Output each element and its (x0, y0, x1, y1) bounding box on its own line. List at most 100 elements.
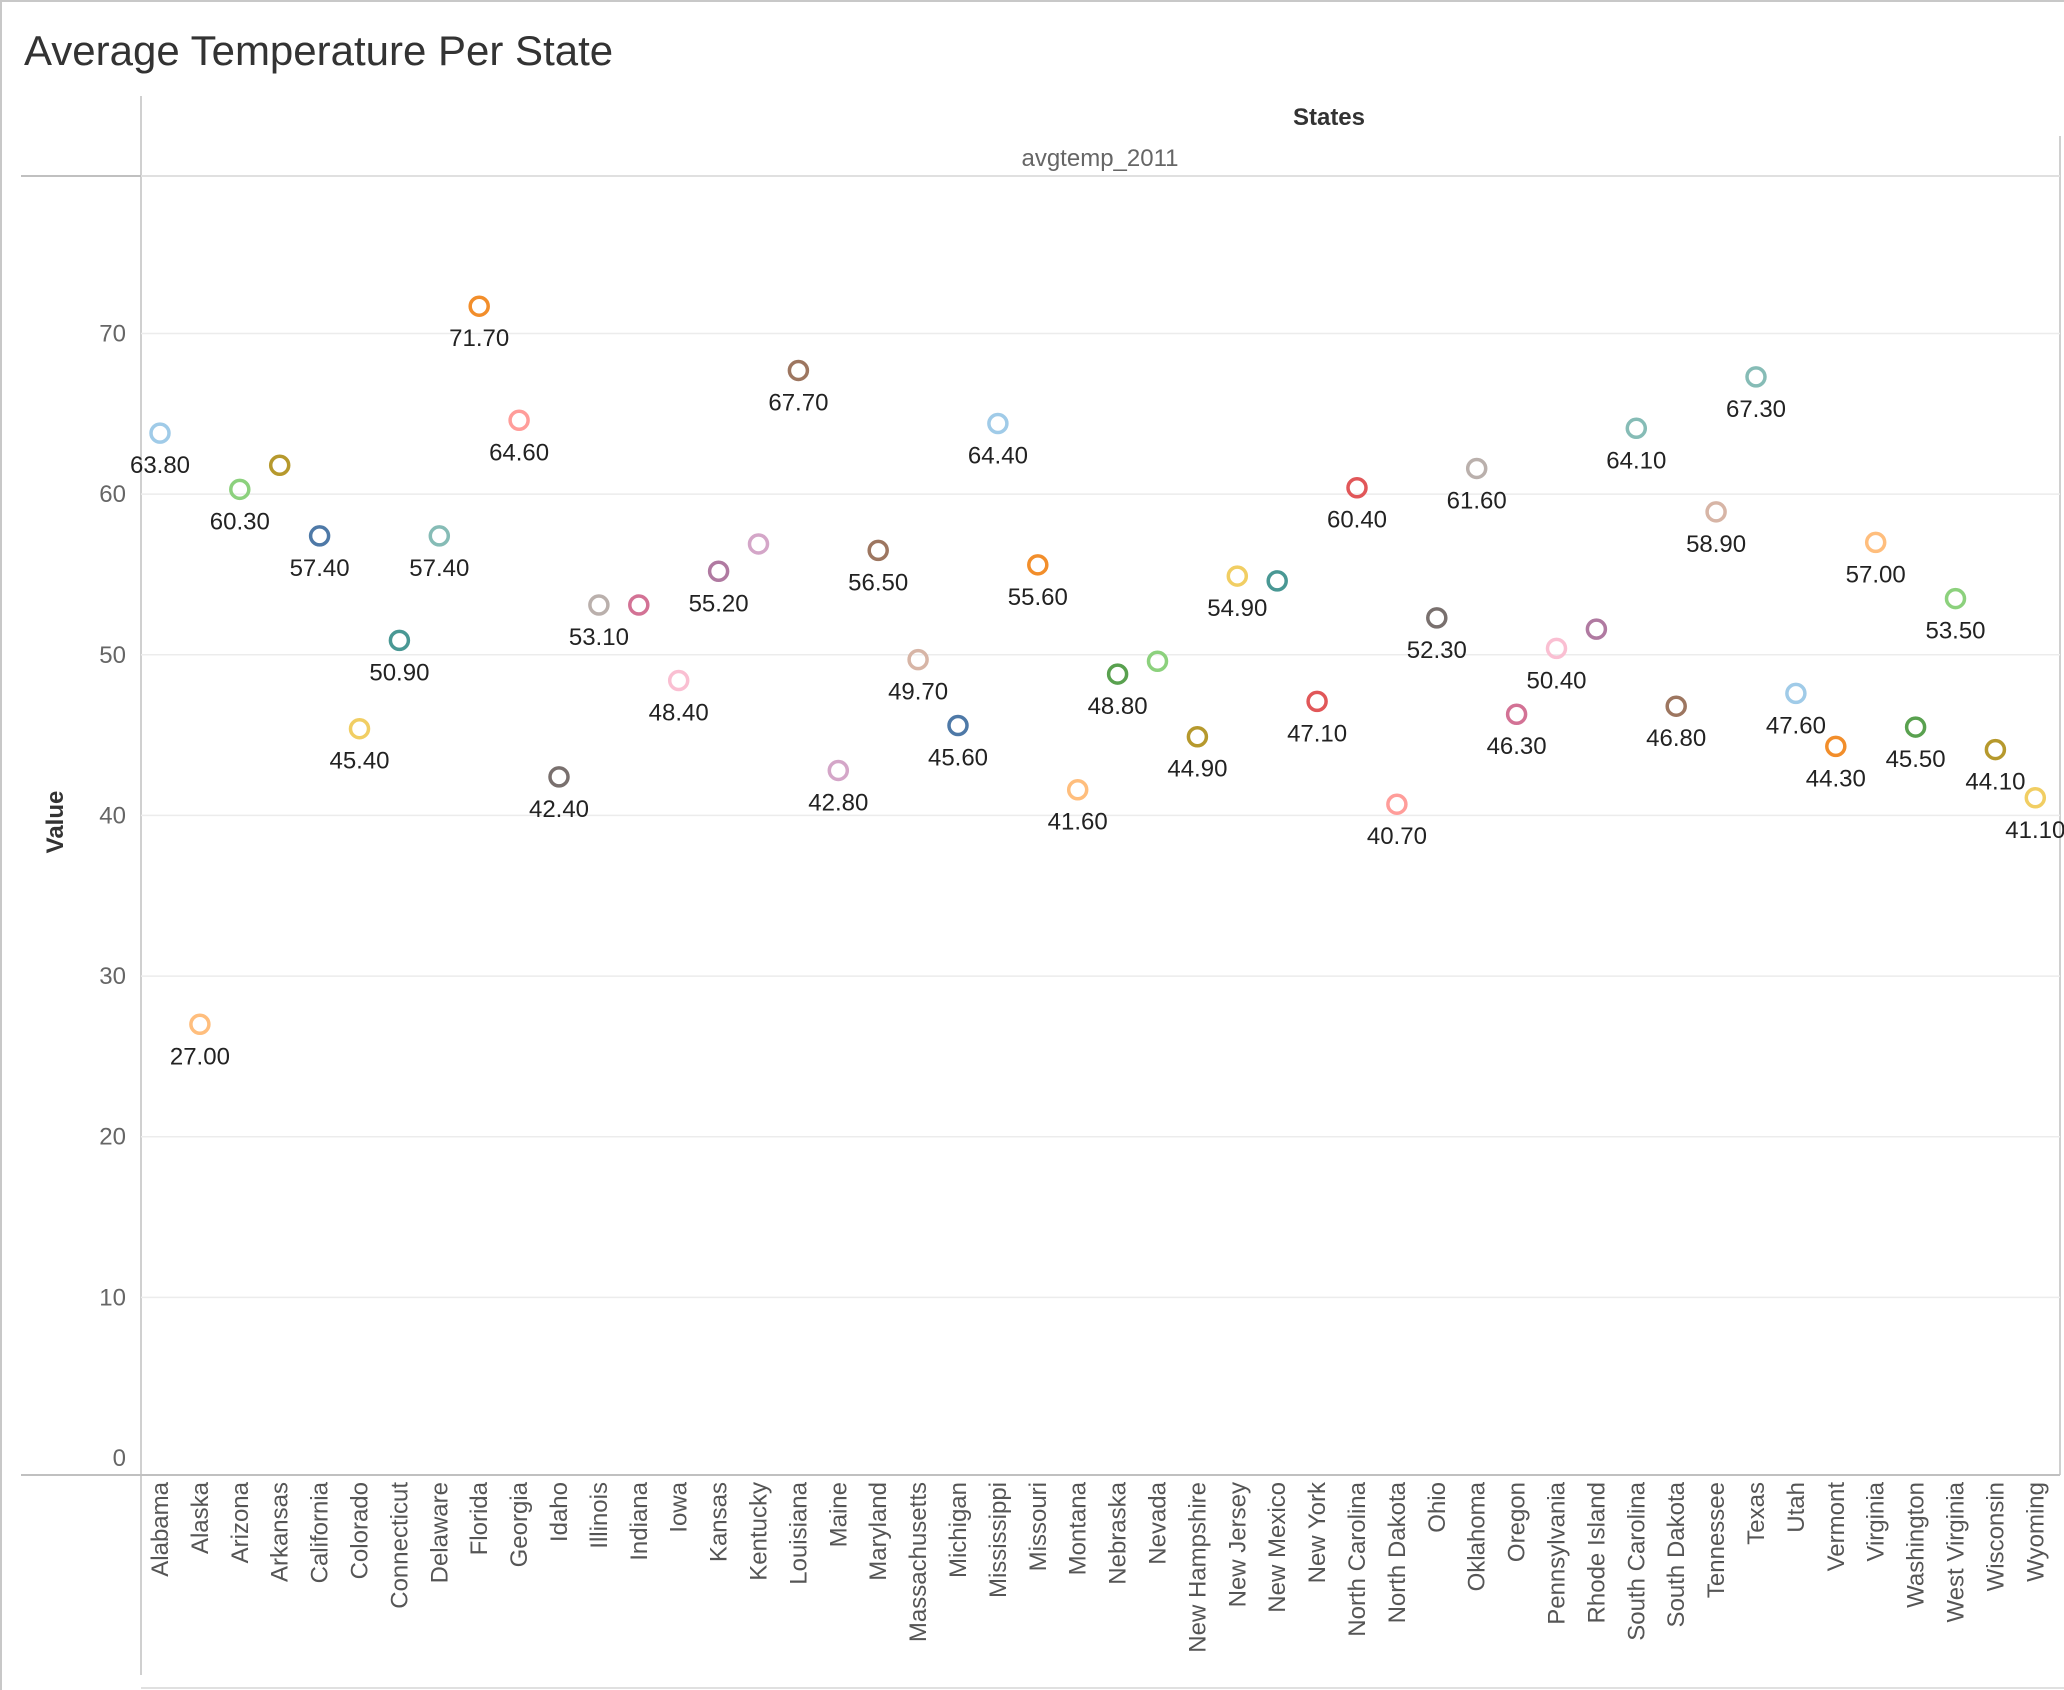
x-tick-label: Iowa (666, 1481, 693, 1532)
x-tick-label: Wisconsin (1982, 1482, 2009, 1591)
data-label: 57.00 (1846, 561, 1906, 588)
data-label: 46.80 (1646, 725, 1706, 752)
x-tick-label: North Carolina (1344, 1481, 1371, 1636)
data-point (348, 717, 371, 740)
data-label: 55.20 (689, 590, 749, 617)
data-label: 41.60 (1048, 809, 1108, 836)
x-tick-label: Washington (1903, 1482, 1930, 1608)
x-tick-label: Texas (1743, 1482, 1770, 1545)
chart-title: Average Temperature Per State (24, 27, 613, 74)
data-labels: 63.80 27.00 60.30 57.40 45.40 50.90 57.40 71.70… (130, 325, 2064, 1070)
data-point (428, 525, 451, 547)
data-point (787, 359, 810, 382)
data-point (1186, 725, 1209, 748)
x-tick-label: Massachusetts (905, 1482, 932, 1642)
data-point (1545, 637, 1568, 660)
y-tick-label: 70 (99, 321, 126, 348)
data-point (1066, 778, 1089, 801)
data-label: 64.40 (968, 442, 1028, 469)
x-tick-label: Utah (1783, 1482, 1810, 1533)
data-point (1306, 690, 1328, 713)
data-label: 47.60 (1766, 712, 1826, 739)
x-tick-label: Colorado (347, 1482, 374, 1579)
data-point (508, 409, 530, 432)
data-label: 60.30 (210, 508, 270, 535)
data-label: 63.80 (130, 452, 190, 479)
data-point (1665, 695, 1687, 717)
data-point (388, 629, 411, 652)
y-tick-label: 20 (99, 1124, 126, 1151)
data-label: 44.30 (1806, 765, 1866, 792)
x-tick-label: Rhode Island (1583, 1482, 1610, 1623)
x-tick-label: Mississippi (985, 1482, 1012, 1598)
y-tick-label: 40 (99, 802, 126, 829)
data-label: 64.60 (489, 439, 549, 466)
data-point (947, 714, 969, 737)
x-tick-label: Maryland (865, 1482, 892, 1581)
data-label: 48.80 (1088, 693, 1148, 720)
data-point (1266, 570, 1288, 592)
x-tick-label: Maine (825, 1482, 852, 1547)
data-point (827, 759, 850, 782)
x-tick-label: Arkansas (267, 1482, 294, 1582)
x-tick-label: Michigan (945, 1482, 972, 1578)
gridlines (141, 332, 2060, 1299)
x-tick-label: New Mexico (1264, 1482, 1291, 1613)
data-label: 44.90 (1167, 756, 1227, 783)
data-label: 49.70 (888, 679, 948, 706)
x-tick-label: Kentucky (746, 1482, 773, 1581)
data-label: 46.30 (1487, 733, 1547, 760)
data-label: 42.80 (808, 789, 868, 816)
x-tick-label: Wyoming (2022, 1482, 2049, 1582)
x-tick-label: Georgia (506, 1481, 533, 1567)
data-label: 71.70 (449, 325, 509, 352)
data-point (189, 1013, 211, 1036)
x-tick-label: New York (1304, 1481, 1331, 1583)
data-label: 42.40 (529, 796, 589, 823)
x-tick-label: Arizona (227, 1481, 254, 1563)
x-tick-label: California (307, 1481, 334, 1583)
data-point (1386, 793, 1408, 815)
data-label: 50.40 (1526, 667, 1586, 694)
x-tick-label: Virginia (1863, 1481, 1890, 1561)
x-tick-label: Kansas (706, 1482, 733, 1562)
data-label: 57.40 (409, 555, 469, 582)
data-point (308, 525, 331, 547)
y-tick-label: 10 (99, 1284, 126, 1311)
data-label: 54.90 (1207, 595, 1267, 622)
data-point (1785, 682, 1807, 705)
x-tick-label: Vermont (1823, 1482, 1850, 1572)
data-point (1585, 618, 1608, 640)
data-point (1705, 501, 1727, 523)
x-tick-label: Connecticut (386, 1482, 413, 1609)
data-point (149, 422, 171, 444)
data-label: 48.40 (649, 699, 709, 726)
data-point (1904, 716, 1927, 738)
data-label: 67.70 (768, 389, 828, 416)
data-label: 45.50 (1886, 746, 1946, 773)
x-axis-ticks: Alabama Alaska Arizona Arkansas California Co… (147, 1481, 2049, 1653)
data-label: 27.00 (170, 1043, 230, 1070)
data-label: 64.10 (1606, 447, 1666, 474)
data-label: 40.70 (1367, 823, 1427, 850)
data-point (628, 594, 650, 616)
data-label: 56.50 (848, 569, 908, 596)
data-label: 67.30 (1726, 396, 1786, 423)
x-tick-label: Idaho (546, 1482, 573, 1542)
data-point (1984, 738, 2007, 761)
x-tick-label: Alabama (147, 1481, 174, 1576)
x-tick-label: Delaware (426, 1482, 453, 1583)
y-tick-label: 60 (99, 481, 126, 508)
data-point (1146, 650, 1169, 672)
data-label: 58.90 (1686, 531, 1746, 558)
data-point (268, 454, 291, 476)
measure-header: avgtemp_2011 (1021, 145, 1178, 172)
data-label: 45.60 (928, 744, 988, 771)
y-tick-label: 50 (99, 642, 126, 669)
data-point (1027, 554, 1049, 576)
data-label: 57.40 (290, 555, 350, 582)
x-tick-label: Oklahoma (1464, 1481, 1491, 1591)
x-tick-label: Alaska (187, 1481, 214, 1554)
x-tick-label: New Jersey (1224, 1482, 1251, 1607)
data-label: 47.10 (1287, 720, 1347, 747)
